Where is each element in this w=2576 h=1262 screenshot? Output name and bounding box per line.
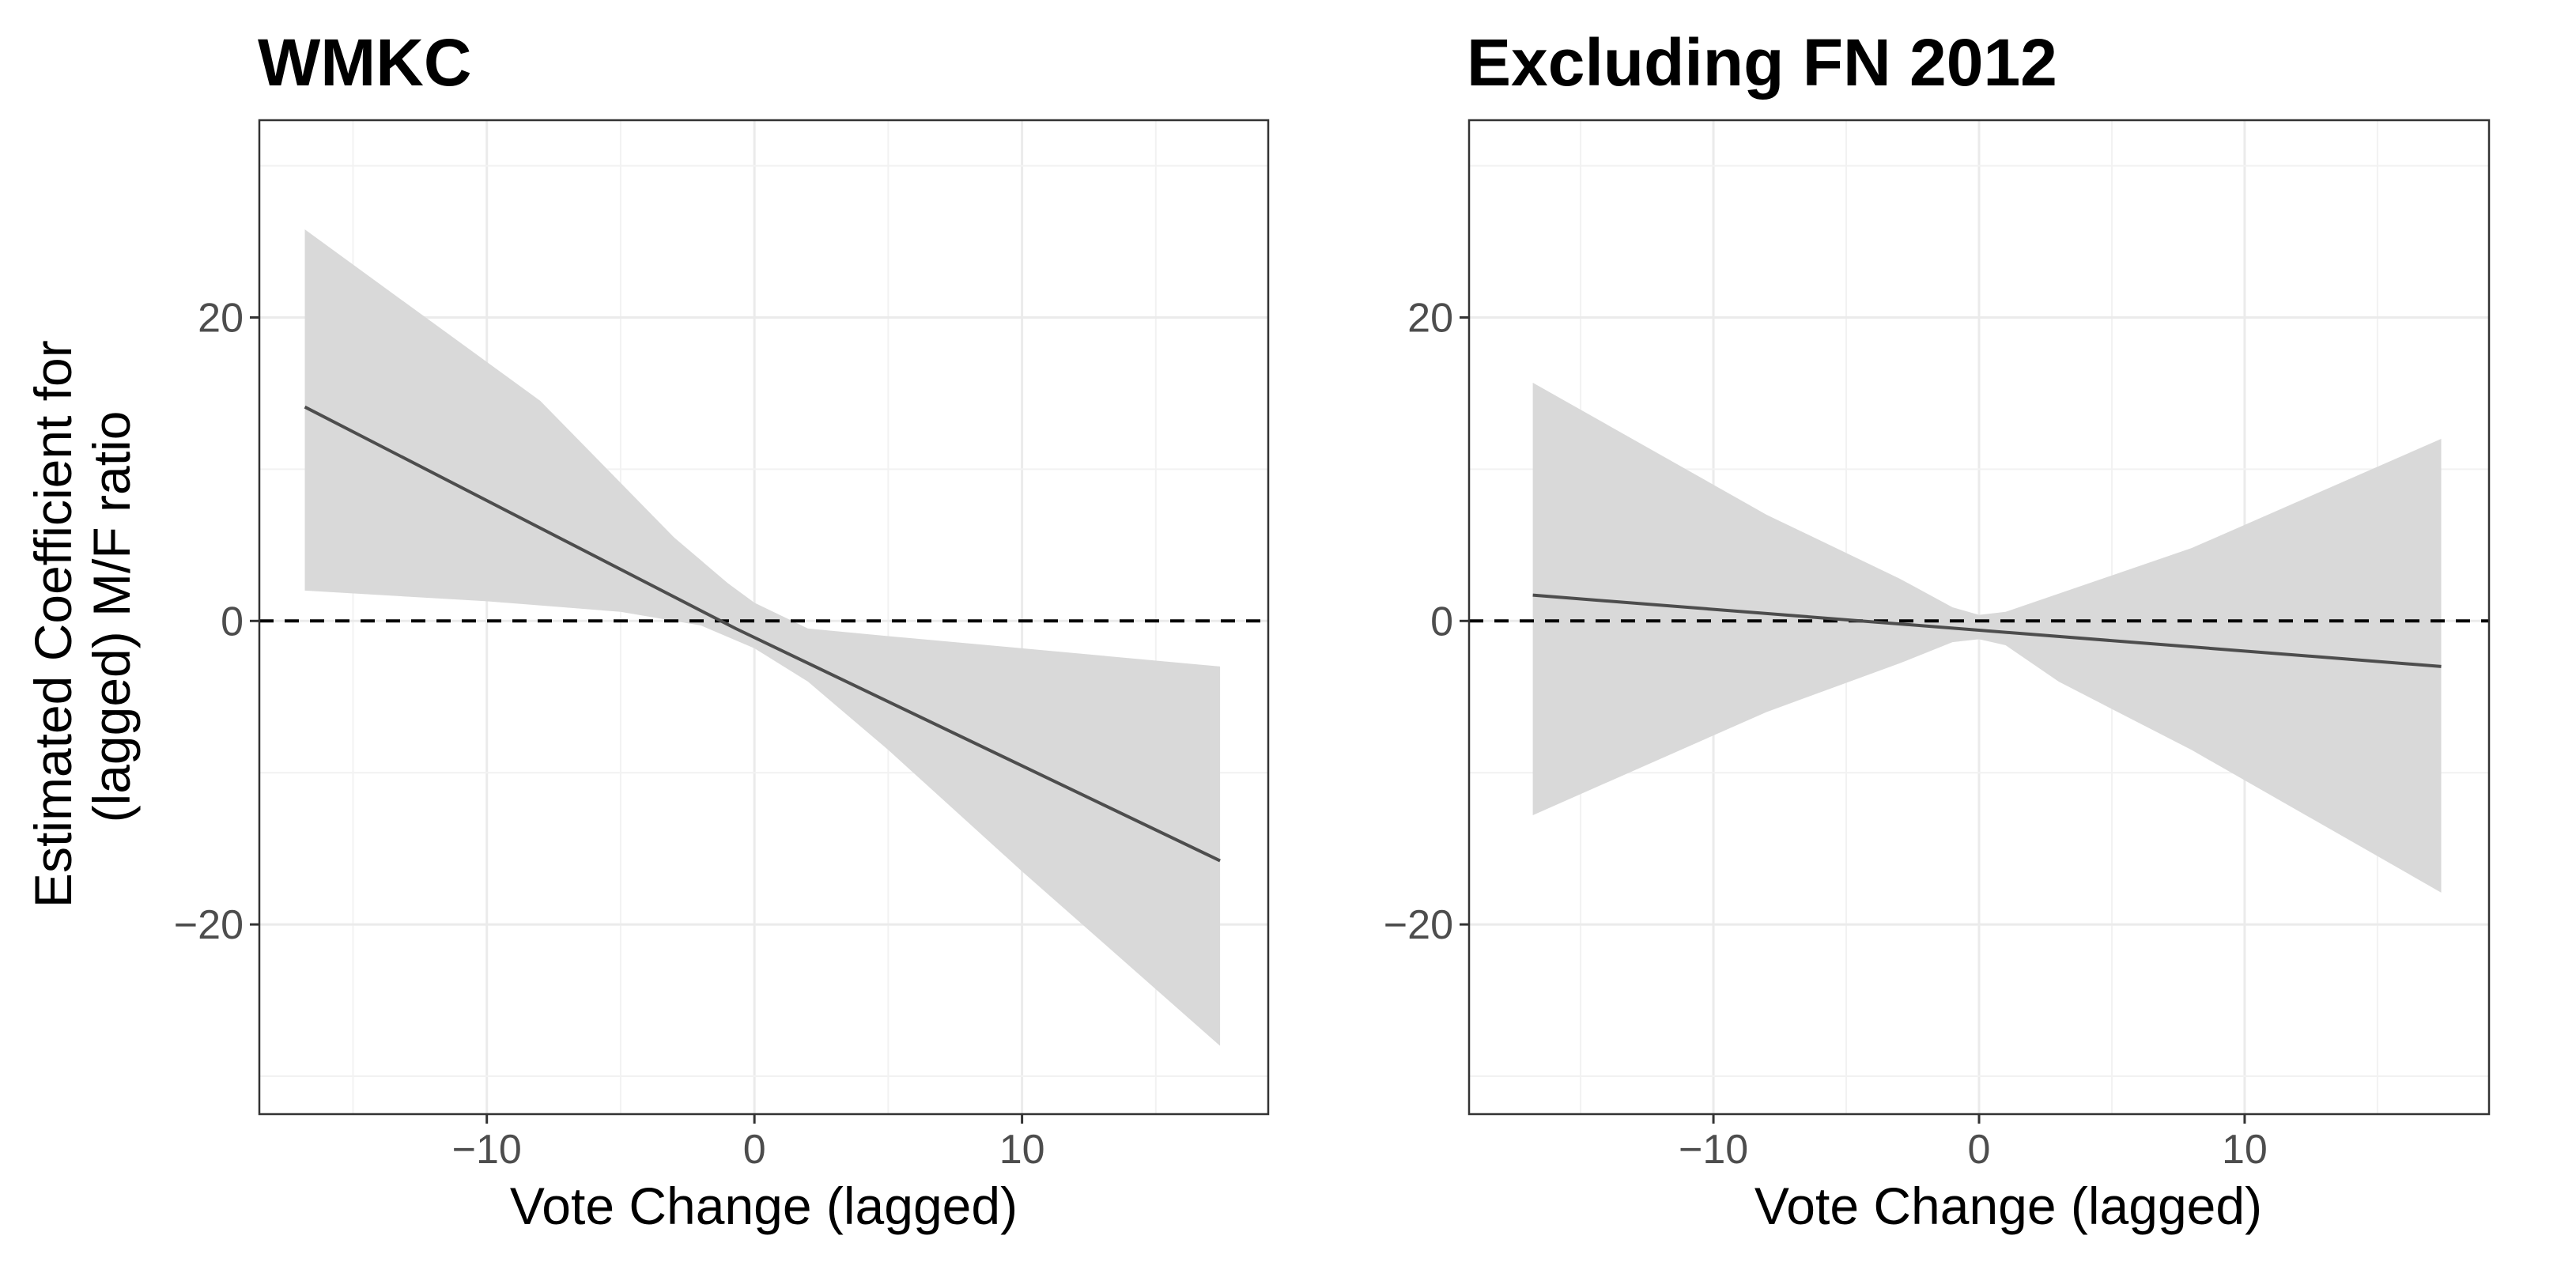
y-tick-label: 0: [1430, 599, 1453, 644]
axis-ticks: −10 0 10 −20 0 20: [1384, 295, 2268, 1173]
x-tick-label: 0: [743, 1127, 766, 1173]
x-tick-label: 0: [1968, 1127, 1991, 1173]
y-axis-label: Estimated Coefficient for (lagged) M/F r…: [24, 326, 141, 908]
confidence-band: [1532, 383, 2442, 893]
panel-excluding-fn-2012: Excluding FN 2012 −10 0 10 −20 0 20 Vote Chan…: [1384, 25, 2491, 1235]
x-tick-label: 10: [999, 1127, 1045, 1173]
y-tick-label: 0: [221, 599, 244, 644]
y-axis-label-line-2: (lagged) M/F ratio: [82, 411, 141, 823]
y-axis-label-line-1: Estimated Coefficient for: [24, 340, 82, 908]
x-tick-label: −10: [452, 1127, 522, 1173]
axis-ticks: −10 0 10 −20 0 20: [174, 295, 1045, 1173]
fitted-line: [304, 405, 1221, 863]
panel-wmkc: WMKC −10 0 10 −20 0 20 Vote Change (lagged) E…: [24, 25, 1270, 1235]
series-line: [304, 405, 1221, 863]
x-tick-label: 10: [2222, 1127, 2268, 1173]
series-line: [1532, 593, 2442, 668]
y-tick-label: 20: [1407, 295, 1453, 341]
panel-title: Excluding FN 2012: [1467, 25, 2057, 100]
y-tick-label: 20: [198, 295, 244, 341]
panel-title: WMKC: [258, 25, 472, 100]
y-tick-label: −20: [1384, 902, 1453, 948]
fitted-line: [1532, 593, 2442, 668]
x-tick-label: −10: [1679, 1127, 1748, 1173]
x-axis-label: Vote Change (lagged): [510, 1177, 1018, 1235]
confidence-band-area: [1532, 383, 2442, 893]
panel-border: [258, 119, 1270, 1116]
confidence-band: [304, 229, 1221, 1046]
confidence-band-area: [304, 229, 1221, 1046]
y-tick-label: −20: [174, 902, 244, 948]
x-axis-label: Vote Change (lagged): [1754, 1177, 2262, 1235]
